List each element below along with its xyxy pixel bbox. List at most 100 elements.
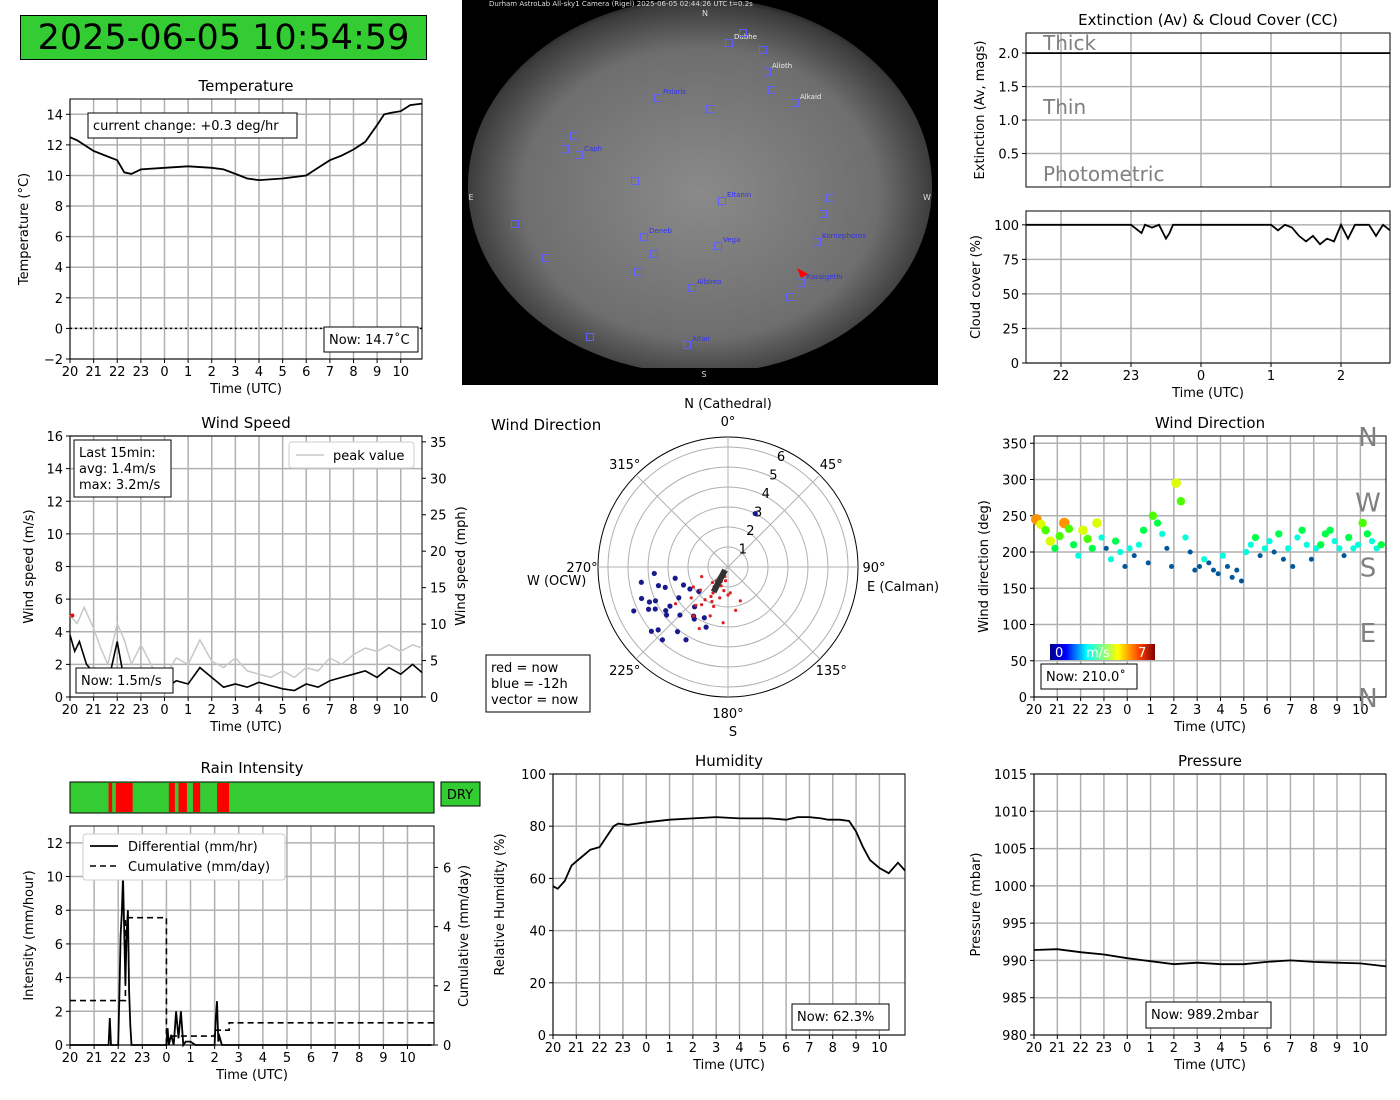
x-tick-label: 1: [1146, 1041, 1154, 1056]
compass-label: E: [1360, 619, 1376, 649]
cloud-cover-axes: 22 23 0 1 2 0 25 50 75 100 Time (UTC) Cloud cover (…: [969, 210, 1391, 401]
y-axis-label: Wind direction (deg): [977, 500, 992, 633]
polar-point-red: [691, 614, 696, 618]
x-tick-label: 1: [1146, 703, 1154, 718]
wind-dir-point: [1131, 553, 1137, 559]
wind-dir-point: [1336, 545, 1343, 552]
x-tick-label: 20: [545, 1041, 562, 1056]
y-tick-label: 1015: [994, 768, 1027, 783]
x-axis-label: Time (UTC): [692, 1058, 765, 1073]
x-tick-label: 2: [1337, 369, 1345, 384]
wind-dir-point: [1354, 541, 1362, 548]
y-tick-label: 0: [1011, 357, 1019, 372]
x-tick-label: 8: [1310, 1041, 1318, 1056]
polar-point-blue: [676, 595, 682, 601]
y-tick-label: 2: [55, 1005, 63, 1020]
y-tick-label: 10: [46, 169, 63, 184]
polar-point-red: [710, 580, 715, 585]
x-tick-label: 3: [231, 703, 239, 718]
colorbar: [1050, 644, 1155, 660]
y-tick-label: 1010: [994, 805, 1027, 820]
y-tick-label: 10: [46, 528, 63, 543]
wind-dir-point: [1326, 526, 1334, 534]
wind-dir-point: [1122, 563, 1128, 570]
x-tick-label: 6: [302, 365, 310, 380]
wind-dir-point: [1078, 525, 1088, 535]
x-tick-label: 2: [208, 703, 216, 718]
x-tick-label: 0: [1197, 369, 1205, 384]
humidity-line: [552, 816, 906, 890]
wind-stats-text: avg: 1.4m/s: [79, 462, 156, 477]
y-tick-label: 50: [1002, 288, 1019, 303]
y2-tick-label: 4: [443, 921, 451, 936]
axes-frame: [552, 773, 906, 1036]
x-tick-label: 0: [162, 1051, 170, 1066]
sky-compass-n: N: [702, 9, 708, 18]
sky-compass-e: E: [468, 193, 473, 202]
humidity-now-box: [791, 1003, 890, 1031]
x-tick-label: 7: [1286, 1041, 1294, 1056]
wind-dir-point: [1224, 563, 1231, 570]
polar-r-label: 1: [739, 543, 747, 558]
star-marker: [768, 86, 776, 94]
x-tick-label: 6: [1263, 703, 1271, 718]
sky-compass-s: S: [701, 370, 706, 379]
x-tick-label: 7: [1286, 703, 1294, 718]
wind-dir-point: [1284, 545, 1292, 552]
y-tick-label: 10: [46, 871, 63, 886]
x-tick-label: 22: [109, 365, 126, 380]
rain-event: [168, 783, 175, 812]
wind-dir-point: [1234, 567, 1240, 573]
x-tick-label: 7: [326, 365, 334, 380]
polar-point-red: [726, 593, 730, 597]
y-tick-label: 1000: [994, 880, 1027, 895]
y-axis-label: Relative Humidity (%): [493, 833, 508, 975]
polar-label-e: E (Calman): [867, 580, 939, 595]
chart-title: Wind Speed: [201, 414, 291, 432]
polar-point-blue: [655, 627, 661, 633]
legend-box: [82, 833, 286, 881]
wind-speed-now-text: Now: 1.5m/s: [81, 674, 162, 689]
y2-tick-label: 25: [430, 509, 447, 524]
wind-dir-point: [1331, 538, 1338, 545]
polar-spoke: [635, 566, 729, 660]
wind-dir-point: [1312, 545, 1320, 552]
temperature-line: [69, 102, 423, 182]
x-tick-label: 3: [235, 1051, 243, 1066]
x-tick-label: 4: [255, 703, 263, 718]
star-marker: [683, 341, 691, 349]
y-tick-label: 14: [46, 108, 63, 123]
polar-point-red: [700, 574, 704, 579]
polar-point-red: [721, 621, 725, 625]
y2-tick-label: 2: [443, 980, 451, 995]
star-marker: [688, 284, 696, 292]
x-tick-label: 23: [1123, 369, 1140, 384]
x-tick-label: 20: [62, 1051, 79, 1066]
x-tick-label: 6: [307, 1051, 315, 1066]
star-marker: [575, 151, 583, 159]
pressure-now-text: Now: 989.2mbar: [1151, 1008, 1259, 1023]
y-tick-label: 980: [1002, 1029, 1027, 1044]
wind-dir-point: [1075, 552, 1082, 559]
y-tick-label: 300: [1002, 474, 1027, 489]
rain-event: [115, 783, 133, 812]
y-tick-label: 8: [55, 200, 63, 215]
wind-dir-point: [1126, 545, 1133, 552]
colorbar-label: m/s: [1086, 646, 1110, 661]
wind-dir-point: [1368, 538, 1376, 545]
x-tick-label: 5: [759, 1041, 767, 1056]
legend-label: Differential (mm/hr): [128, 840, 258, 855]
y-axis-label: Extinction (Av, mags): [973, 41, 988, 180]
polar-theta-label: 225°: [609, 664, 640, 679]
star-marker: [706, 105, 714, 113]
chart-title: Pressure: [1178, 752, 1242, 770]
sky-bottom-band: [462, 368, 938, 385]
humidity-now-text: Now: 62.3%: [797, 1010, 874, 1025]
pressure-axes: 20 21 22 23 0 1 2 3 4 5 6 7 8 9 1098098599099510001005…: [969, 752, 1387, 1073]
wind-dir-point: [1201, 556, 1208, 563]
legend-label: peak value: [333, 449, 404, 464]
wind-dir-point: [1196, 563, 1203, 570]
y2-tick-label: 5: [430, 655, 438, 670]
x-tick-label: 3: [231, 365, 239, 380]
y-tick-label: 1.5: [998, 81, 1019, 96]
